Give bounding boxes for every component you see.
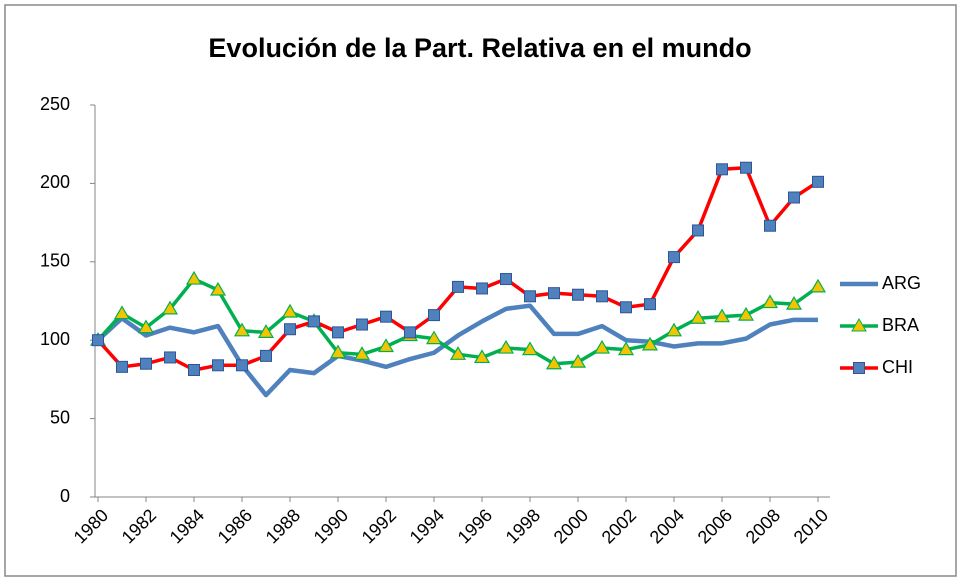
marker	[332, 326, 344, 339]
marker	[569, 353, 587, 368]
marker	[716, 163, 728, 176]
marker	[164, 351, 176, 364]
legend-marker	[851, 318, 867, 332]
marker	[92, 334, 104, 347]
marker	[812, 175, 824, 188]
marker	[545, 355, 563, 370]
marker	[620, 301, 632, 314]
y-tick-label: 200	[40, 172, 70, 192]
legend-label: ARG	[882, 273, 921, 293]
marker	[428, 309, 440, 322]
marker	[113, 305, 131, 320]
marker	[257, 324, 275, 338]
y-tick-label: 250	[40, 94, 70, 114]
marker	[281, 303, 299, 318]
y-tick-label: 0	[60, 486, 70, 506]
marker	[668, 251, 680, 264]
legend-label: CHI	[882, 357, 913, 377]
marker	[809, 278, 827, 293]
y-tick-label: 150	[40, 251, 70, 271]
marker	[788, 191, 800, 204]
marker	[761, 294, 779, 309]
marker	[692, 224, 704, 237]
marker	[233, 322, 251, 337]
marker	[617, 341, 635, 356]
y-tick-label: 50	[50, 407, 70, 427]
marker	[137, 319, 155, 334]
marker	[284, 323, 296, 336]
marker	[380, 310, 392, 323]
marker	[689, 310, 707, 324]
marker	[572, 288, 584, 301]
marker	[209, 281, 227, 296]
marker	[356, 318, 368, 331]
marker	[641, 336, 659, 351]
marker	[497, 339, 515, 354]
marker	[260, 349, 272, 362]
marker	[764, 219, 776, 232]
marker	[785, 295, 803, 310]
marker	[404, 326, 416, 339]
marker	[188, 363, 200, 376]
marker	[116, 360, 128, 373]
marker	[521, 341, 539, 356]
marker	[329, 344, 347, 359]
marker	[713, 308, 731, 323]
marker	[425, 330, 443, 345]
marker	[737, 306, 755, 321]
legend-marker	[853, 362, 865, 374]
marker	[353, 346, 371, 360]
marker	[377, 338, 395, 353]
marker	[596, 290, 608, 303]
marker	[593, 339, 611, 354]
marker	[185, 270, 203, 285]
marker	[548, 287, 560, 300]
marker	[665, 322, 683, 337]
marker	[452, 280, 464, 293]
marker	[236, 359, 248, 372]
chart-title: Evolución de la Part. Relativa en el mun…	[208, 33, 751, 63]
marker	[161, 300, 179, 315]
marker	[644, 298, 656, 311]
marker	[449, 346, 467, 360]
marker	[140, 357, 152, 370]
marker	[740, 161, 752, 174]
marker	[476, 282, 488, 295]
marker	[500, 273, 512, 286]
legend-label: BRA	[882, 315, 919, 335]
marker	[473, 349, 491, 364]
marker	[524, 290, 536, 303]
line	[96, 303, 818, 398]
marker	[308, 315, 320, 328]
y-tick-label: 100	[40, 329, 70, 349]
marker	[212, 359, 224, 372]
